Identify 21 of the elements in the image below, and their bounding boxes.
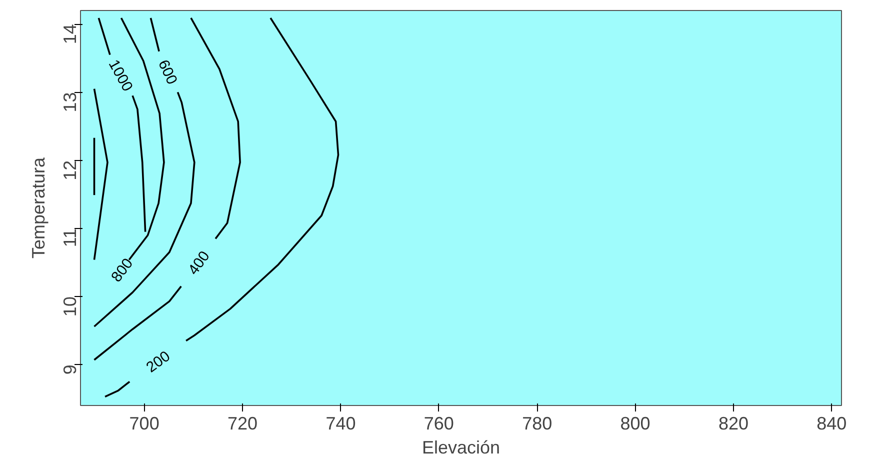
y-tick-label: 9 <box>60 364 80 375</box>
x-tick-label: 720 <box>228 414 258 434</box>
x-tick-label: 740 <box>326 414 356 434</box>
y-tick-label: 12 <box>60 160 80 180</box>
text: 200 <box>143 348 174 376</box>
x-axis-title: Elevación <box>422 438 500 458</box>
y-tick-label: 10 <box>60 296 80 317</box>
y-axis-title: Temperatura <box>28 156 48 259</box>
x-tick-label: 800 <box>620 414 650 434</box>
x-tick-label: 820 <box>718 414 749 434</box>
x-tick-label: 840 <box>816 414 847 434</box>
y-tick-label: 11 <box>60 228 80 248</box>
x-tick-label: 700 <box>129 414 160 434</box>
x-tick-label: 780 <box>522 414 552 434</box>
y-tick-label: 14 <box>60 24 80 44</box>
y-tick-label: 13 <box>60 92 80 112</box>
text: 400 <box>184 248 214 278</box>
text: 800 <box>108 255 137 286</box>
x-tick-label: 760 <box>424 414 454 434</box>
text: 600 <box>154 57 180 88</box>
text: 1000 <box>104 56 136 94</box>
